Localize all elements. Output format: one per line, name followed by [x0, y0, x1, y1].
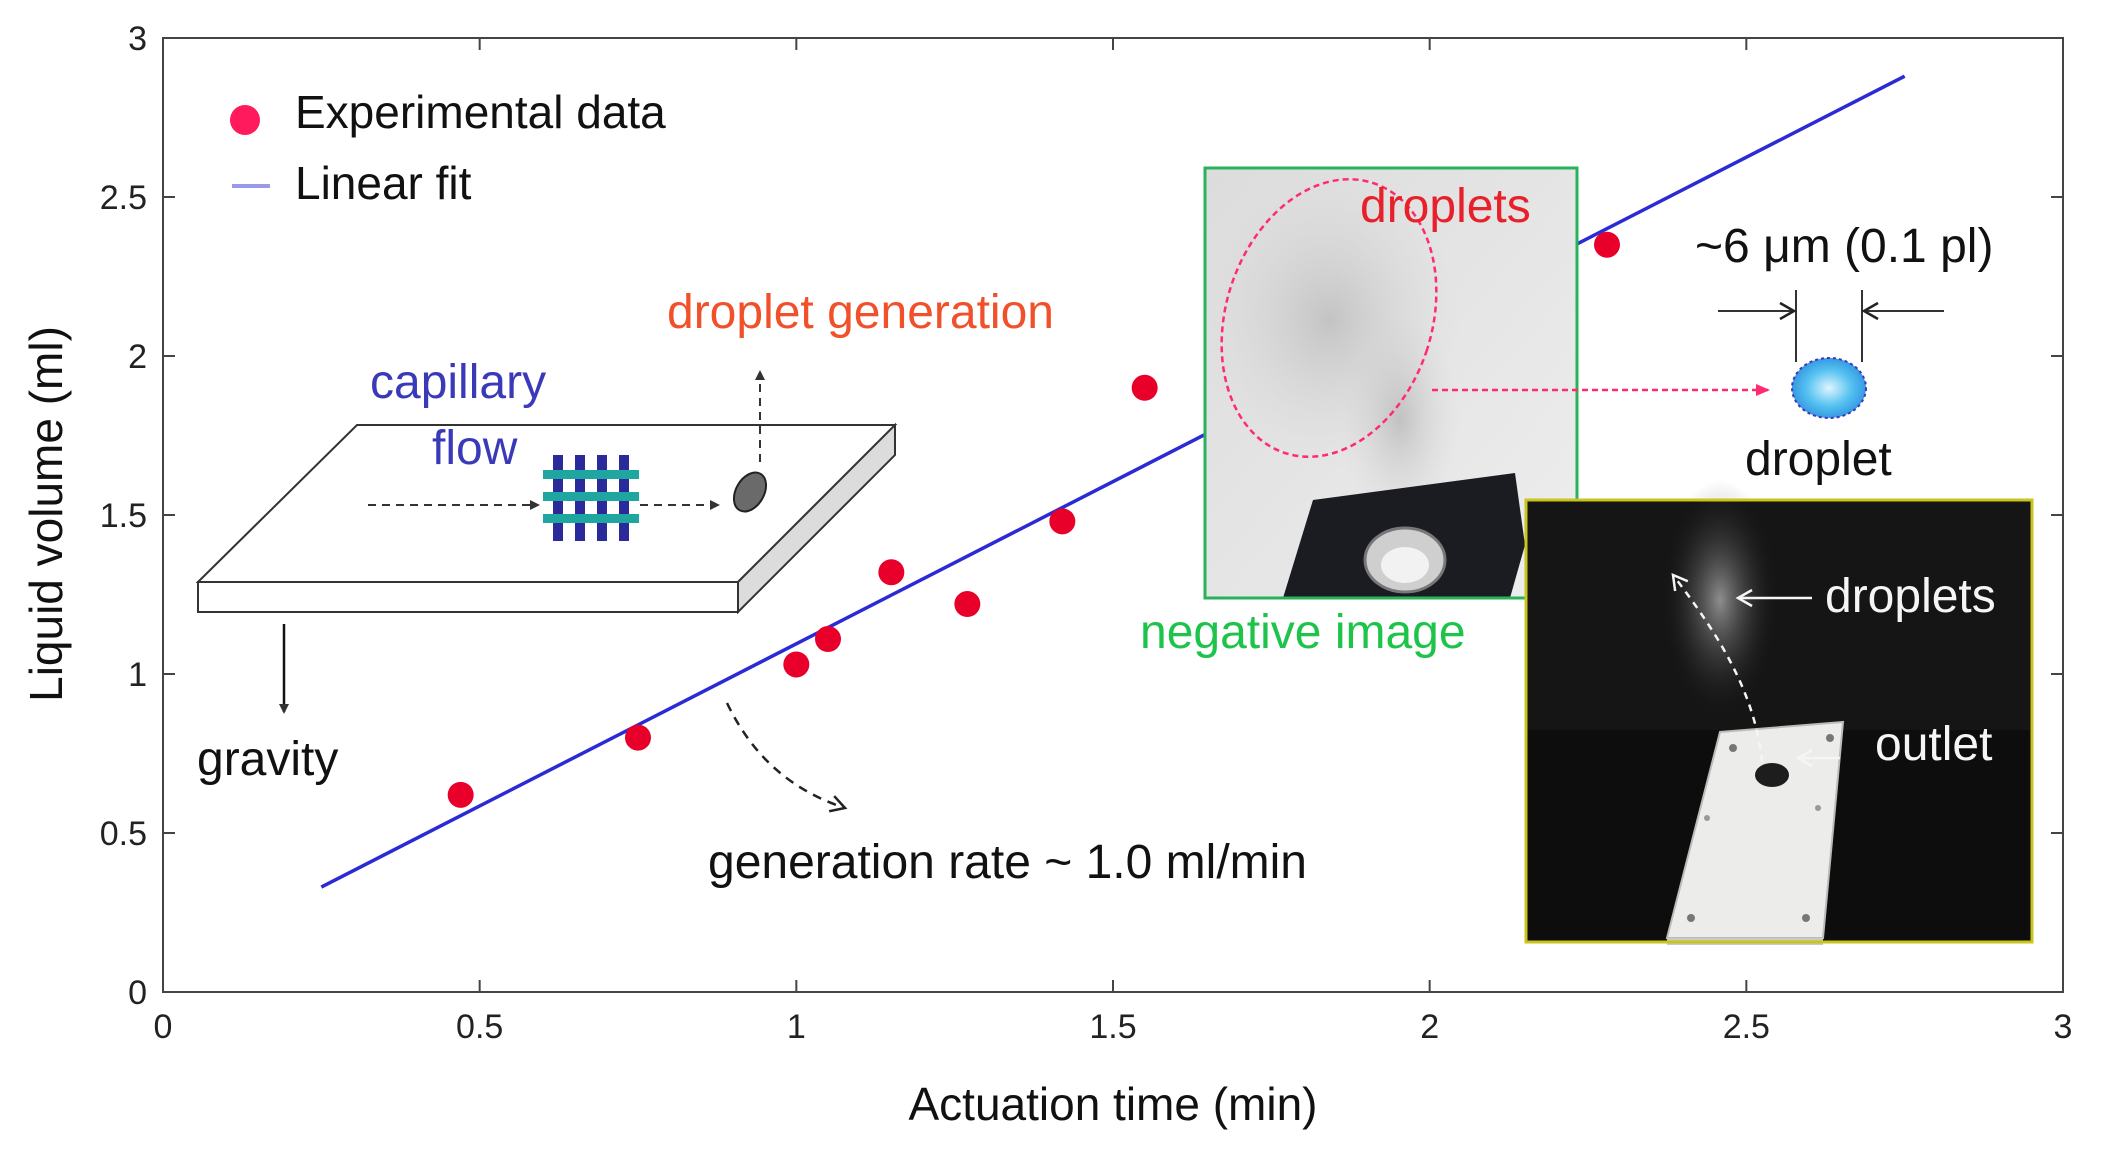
legend-label-experimental: Experimental data: [295, 86, 666, 138]
outlet-hole: [1755, 763, 1789, 787]
droplet-label: droplet: [1745, 433, 1892, 486]
y-tick-label: 2.5: [100, 179, 147, 217]
droplets-selection-ellipse: [1220, 177, 1438, 459]
legend: Experimental data Linear fit: [230, 86, 666, 209]
y-tick-label: 0: [128, 974, 147, 1012]
legend-label-linear-fit: Linear fit: [295, 157, 472, 209]
data-point: [447, 781, 474, 808]
data-point: [783, 651, 810, 678]
data-point: [625, 724, 651, 751]
droplet-size-label: ~6 μm (0.1 pl): [1695, 220, 1993, 273]
x-tick-label: 1.5: [1089, 1008, 1136, 1046]
y-axis-ticks: 0 0.5 1 1.5 2 2.5 3: [100, 20, 2063, 1012]
x-tick-label: 0: [154, 1008, 173, 1046]
mist-path-arrow: [1671, 572, 1764, 763]
x-axis-ticks: 0 0.5 1 1.5 2 2.5 3: [154, 38, 2073, 1046]
y-tick-label: 2: [128, 338, 147, 376]
chip-droplet: [732, 471, 768, 513]
chip-side-face: [737, 422, 896, 615]
data-point: [1594, 231, 1620, 258]
mesh-icon: [543, 455, 639, 541]
legend-marker-experimental: [230, 105, 260, 135]
device-photo-inset: droplets outlet: [1524, 480, 2034, 945]
droplet-illustration: [1791, 357, 1867, 419]
x-tick-label: 0.5: [456, 1008, 503, 1046]
x-tick-label: 2.5: [1723, 1008, 1770, 1046]
capillary-flow-label-line2: flow: [432, 422, 518, 475]
negative-image-label: negative image: [1140, 606, 1466, 659]
x-tick-label: 3: [2054, 1008, 2073, 1046]
linear-fit-line: [320, 74, 1906, 889]
outlet-label: outlet: [1875, 718, 1992, 771]
y-tick-label: 3: [128, 20, 147, 58]
negative-image-border: [1203, 166, 1579, 600]
capillary-flow-label-line1: capillary: [370, 356, 546, 409]
generation-rate-label: generation rate ~ 1.0 ml/min: [708, 836, 1307, 889]
y-tick-label: 1.5: [100, 497, 147, 535]
data-point: [1049, 508, 1076, 535]
data-point: [1131, 374, 1158, 401]
negative-image-inset: droplets: [1200, 166, 1579, 600]
capillary-chip-illustration: capillary flow droplet generation gravit…: [195, 286, 1054, 786]
device-photo-border: [1524, 498, 2034, 944]
generation-rate-arrow: [725, 702, 848, 813]
y-tick-label: 1: [128, 656, 147, 694]
x-tick-label: 1: [787, 1008, 806, 1046]
droplets-inset-label: droplets: [1360, 180, 1531, 233]
droplets-photo-label: droplets: [1825, 570, 1996, 623]
data-point: [954, 591, 981, 618]
droplet-generation-label: droplet generation: [667, 286, 1054, 339]
gravity-label: gravity: [197, 733, 338, 786]
droplet-size-sketch: ~6 μm (0.1 pl) droplet: [1695, 220, 1993, 486]
chip-front-face: [197, 581, 739, 613]
x-tick-label: 2: [1420, 1008, 1439, 1046]
y-axis-label: Liquid volume (ml): [20, 326, 72, 702]
data-point: [815, 626, 841, 653]
x-axis-label: Actuation time (min): [908, 1078, 1317, 1130]
series-layer: [320, 74, 1906, 889]
y-tick-label: 0.5: [100, 815, 147, 853]
data-point: [878, 559, 905, 586]
